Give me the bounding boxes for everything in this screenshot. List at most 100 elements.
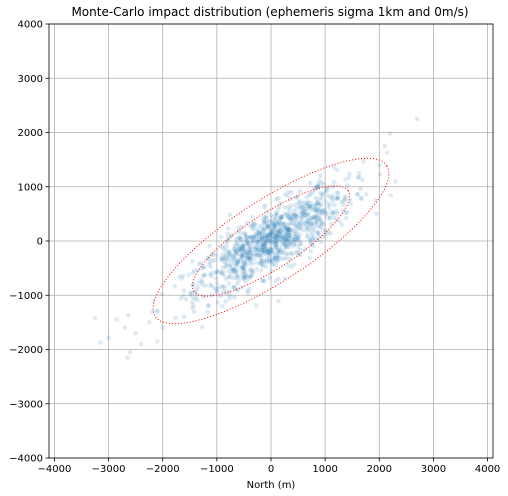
data-point [262, 278, 267, 284]
data-point [313, 202, 319, 208]
data-point [224, 254, 229, 260]
data-point [290, 227, 295, 232]
data-point [281, 256, 287, 262]
data-point [220, 252, 226, 258]
data-point [259, 235, 265, 241]
data-point [325, 185, 331, 190]
data-point [244, 255, 250, 261]
data-point [315, 231, 321, 237]
data-point [276, 249, 282, 254]
data-point [285, 227, 291, 232]
data-point [302, 209, 308, 215]
data-point [291, 212, 296, 217]
data-point [218, 258, 224, 263]
data-point [226, 249, 231, 255]
data-point [331, 179, 337, 185]
data-point [269, 234, 275, 240]
data-points [92, 116, 420, 360]
data-point [304, 194, 309, 200]
data-point [232, 243, 238, 249]
data-point [273, 220, 279, 225]
data-point [275, 212, 280, 218]
data-point [267, 254, 272, 259]
data-point [240, 244, 245, 249]
data-point [202, 273, 207, 278]
data-point [307, 255, 313, 261]
data-point [238, 236, 244, 241]
data-point [279, 256, 284, 261]
data-point [231, 247, 237, 252]
data-point [292, 213, 298, 219]
data-point [333, 208, 339, 214]
inner-ellipse [191, 185, 351, 297]
data-point [285, 227, 291, 232]
data-point [305, 203, 310, 209]
data-point [258, 237, 264, 243]
data-point [289, 236, 294, 241]
data-point [286, 241, 292, 247]
data-point [276, 195, 281, 201]
data-point [323, 210, 328, 215]
data-point [280, 229, 286, 234]
data-point [325, 193, 331, 199]
data-point [291, 221, 297, 227]
data-point [239, 269, 245, 275]
data-point [315, 230, 320, 236]
data-point [257, 254, 263, 259]
data-point [219, 244, 225, 249]
data-point [213, 276, 219, 281]
data-point [297, 219, 302, 225]
data-point [289, 189, 294, 195]
data-point [244, 272, 250, 278]
data-point [298, 211, 304, 217]
data-point [319, 196, 325, 201]
data-point [274, 240, 279, 246]
data-point [262, 244, 268, 250]
data-point [262, 221, 268, 226]
data-point [270, 240, 276, 246]
data-point [305, 200, 310, 206]
data-point [305, 226, 310, 231]
data-point [265, 223, 271, 229]
data-point [233, 275, 239, 281]
data-point [320, 192, 325, 198]
data-point [327, 206, 332, 211]
data-point [236, 247, 242, 253]
data-point [278, 234, 284, 240]
data-point [283, 233, 288, 238]
data-point [280, 222, 286, 227]
data-point [287, 221, 292, 226]
data-point [242, 269, 247, 275]
data-point [300, 223, 305, 228]
data-point [300, 205, 306, 211]
data-point [243, 258, 248, 264]
data-point [238, 259, 243, 265]
data-point [241, 244, 246, 249]
data-point [263, 215, 268, 220]
data-point [269, 232, 275, 237]
data-point [294, 195, 299, 200]
data-point [194, 293, 200, 298]
data-point [221, 273, 227, 278]
data-point [245, 255, 250, 261]
data-point [248, 247, 253, 253]
data-point [235, 259, 240, 264]
data-point [348, 201, 354, 207]
data-point [253, 303, 259, 308]
data-point [272, 225, 277, 230]
data-point [257, 239, 263, 244]
data-point [231, 253, 237, 258]
data-point [295, 237, 300, 243]
y-tick-label: 1000 [18, 182, 43, 193]
data-point [275, 233, 280, 239]
data-point [310, 214, 316, 220]
data-point [276, 228, 282, 234]
data-point [343, 215, 349, 221]
data-point [283, 212, 289, 218]
data-point [227, 258, 233, 263]
data-point [296, 244, 301, 250]
data-point [247, 223, 253, 229]
data-point [295, 223, 301, 228]
data-point [280, 235, 285, 240]
